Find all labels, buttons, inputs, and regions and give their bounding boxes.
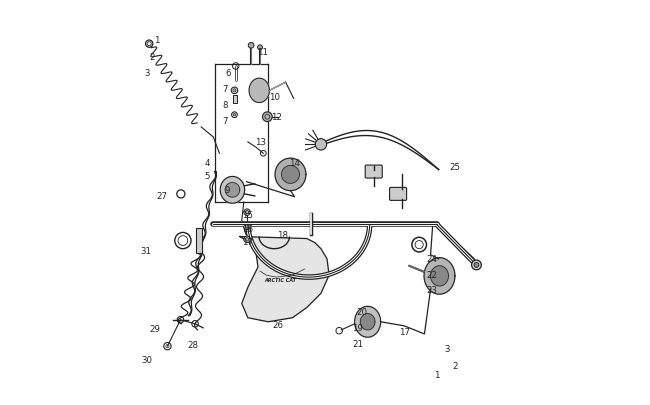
Text: 17: 17: [242, 238, 253, 247]
Text: 1: 1: [154, 36, 159, 45]
Text: 6: 6: [226, 68, 231, 77]
Polygon shape: [360, 314, 375, 330]
Text: 12: 12: [271, 113, 282, 122]
FancyBboxPatch shape: [389, 188, 407, 201]
Text: 10: 10: [268, 93, 280, 102]
Text: 21: 21: [352, 339, 363, 348]
Polygon shape: [249, 79, 269, 103]
Text: 13: 13: [255, 138, 266, 147]
Circle shape: [233, 114, 236, 117]
Circle shape: [248, 43, 254, 49]
Text: 26: 26: [273, 320, 284, 329]
Text: 2: 2: [452, 361, 458, 370]
Polygon shape: [275, 159, 306, 191]
Text: 7: 7: [222, 117, 227, 126]
Circle shape: [474, 263, 479, 268]
Text: 3: 3: [444, 345, 450, 354]
Circle shape: [263, 113, 272, 122]
Text: 30: 30: [142, 355, 153, 364]
Text: 4: 4: [205, 158, 210, 167]
FancyBboxPatch shape: [365, 166, 382, 179]
Text: 15: 15: [242, 211, 253, 220]
Polygon shape: [355, 307, 381, 337]
Polygon shape: [424, 258, 455, 294]
Text: 11: 11: [257, 48, 268, 57]
Text: ARCTIC CAT: ARCTIC CAT: [265, 277, 296, 282]
Text: 25: 25: [449, 162, 460, 171]
Polygon shape: [430, 266, 448, 286]
Circle shape: [244, 237, 250, 243]
Text: 5: 5: [205, 172, 210, 181]
Polygon shape: [225, 183, 240, 198]
Bar: [196, 229, 202, 253]
Text: 2: 2: [150, 53, 155, 62]
Text: 17: 17: [398, 327, 410, 336]
Polygon shape: [240, 237, 329, 322]
Text: 19: 19: [352, 323, 363, 332]
Text: 9: 9: [224, 186, 229, 195]
Text: 27: 27: [156, 192, 167, 201]
Text: 31: 31: [140, 247, 151, 256]
Text: 24: 24: [426, 255, 437, 264]
Text: 1: 1: [434, 370, 439, 379]
Circle shape: [233, 90, 236, 93]
Text: 14: 14: [289, 158, 300, 167]
Polygon shape: [281, 166, 300, 184]
Circle shape: [315, 139, 326, 151]
Text: 8: 8: [223, 101, 228, 110]
Bar: [233, 96, 237, 103]
Text: 28: 28: [188, 340, 198, 349]
Text: 16: 16: [242, 224, 253, 233]
Text: 18: 18: [277, 230, 288, 239]
Polygon shape: [220, 177, 244, 204]
Circle shape: [244, 224, 250, 230]
Text: 20: 20: [357, 307, 368, 316]
Text: 22: 22: [426, 270, 437, 279]
Text: 3: 3: [144, 69, 150, 78]
Circle shape: [244, 209, 250, 216]
Circle shape: [257, 46, 263, 51]
Text: 23: 23: [426, 285, 437, 294]
Text: 29: 29: [150, 324, 161, 333]
Text: 7: 7: [223, 85, 228, 94]
Circle shape: [471, 260, 481, 270]
